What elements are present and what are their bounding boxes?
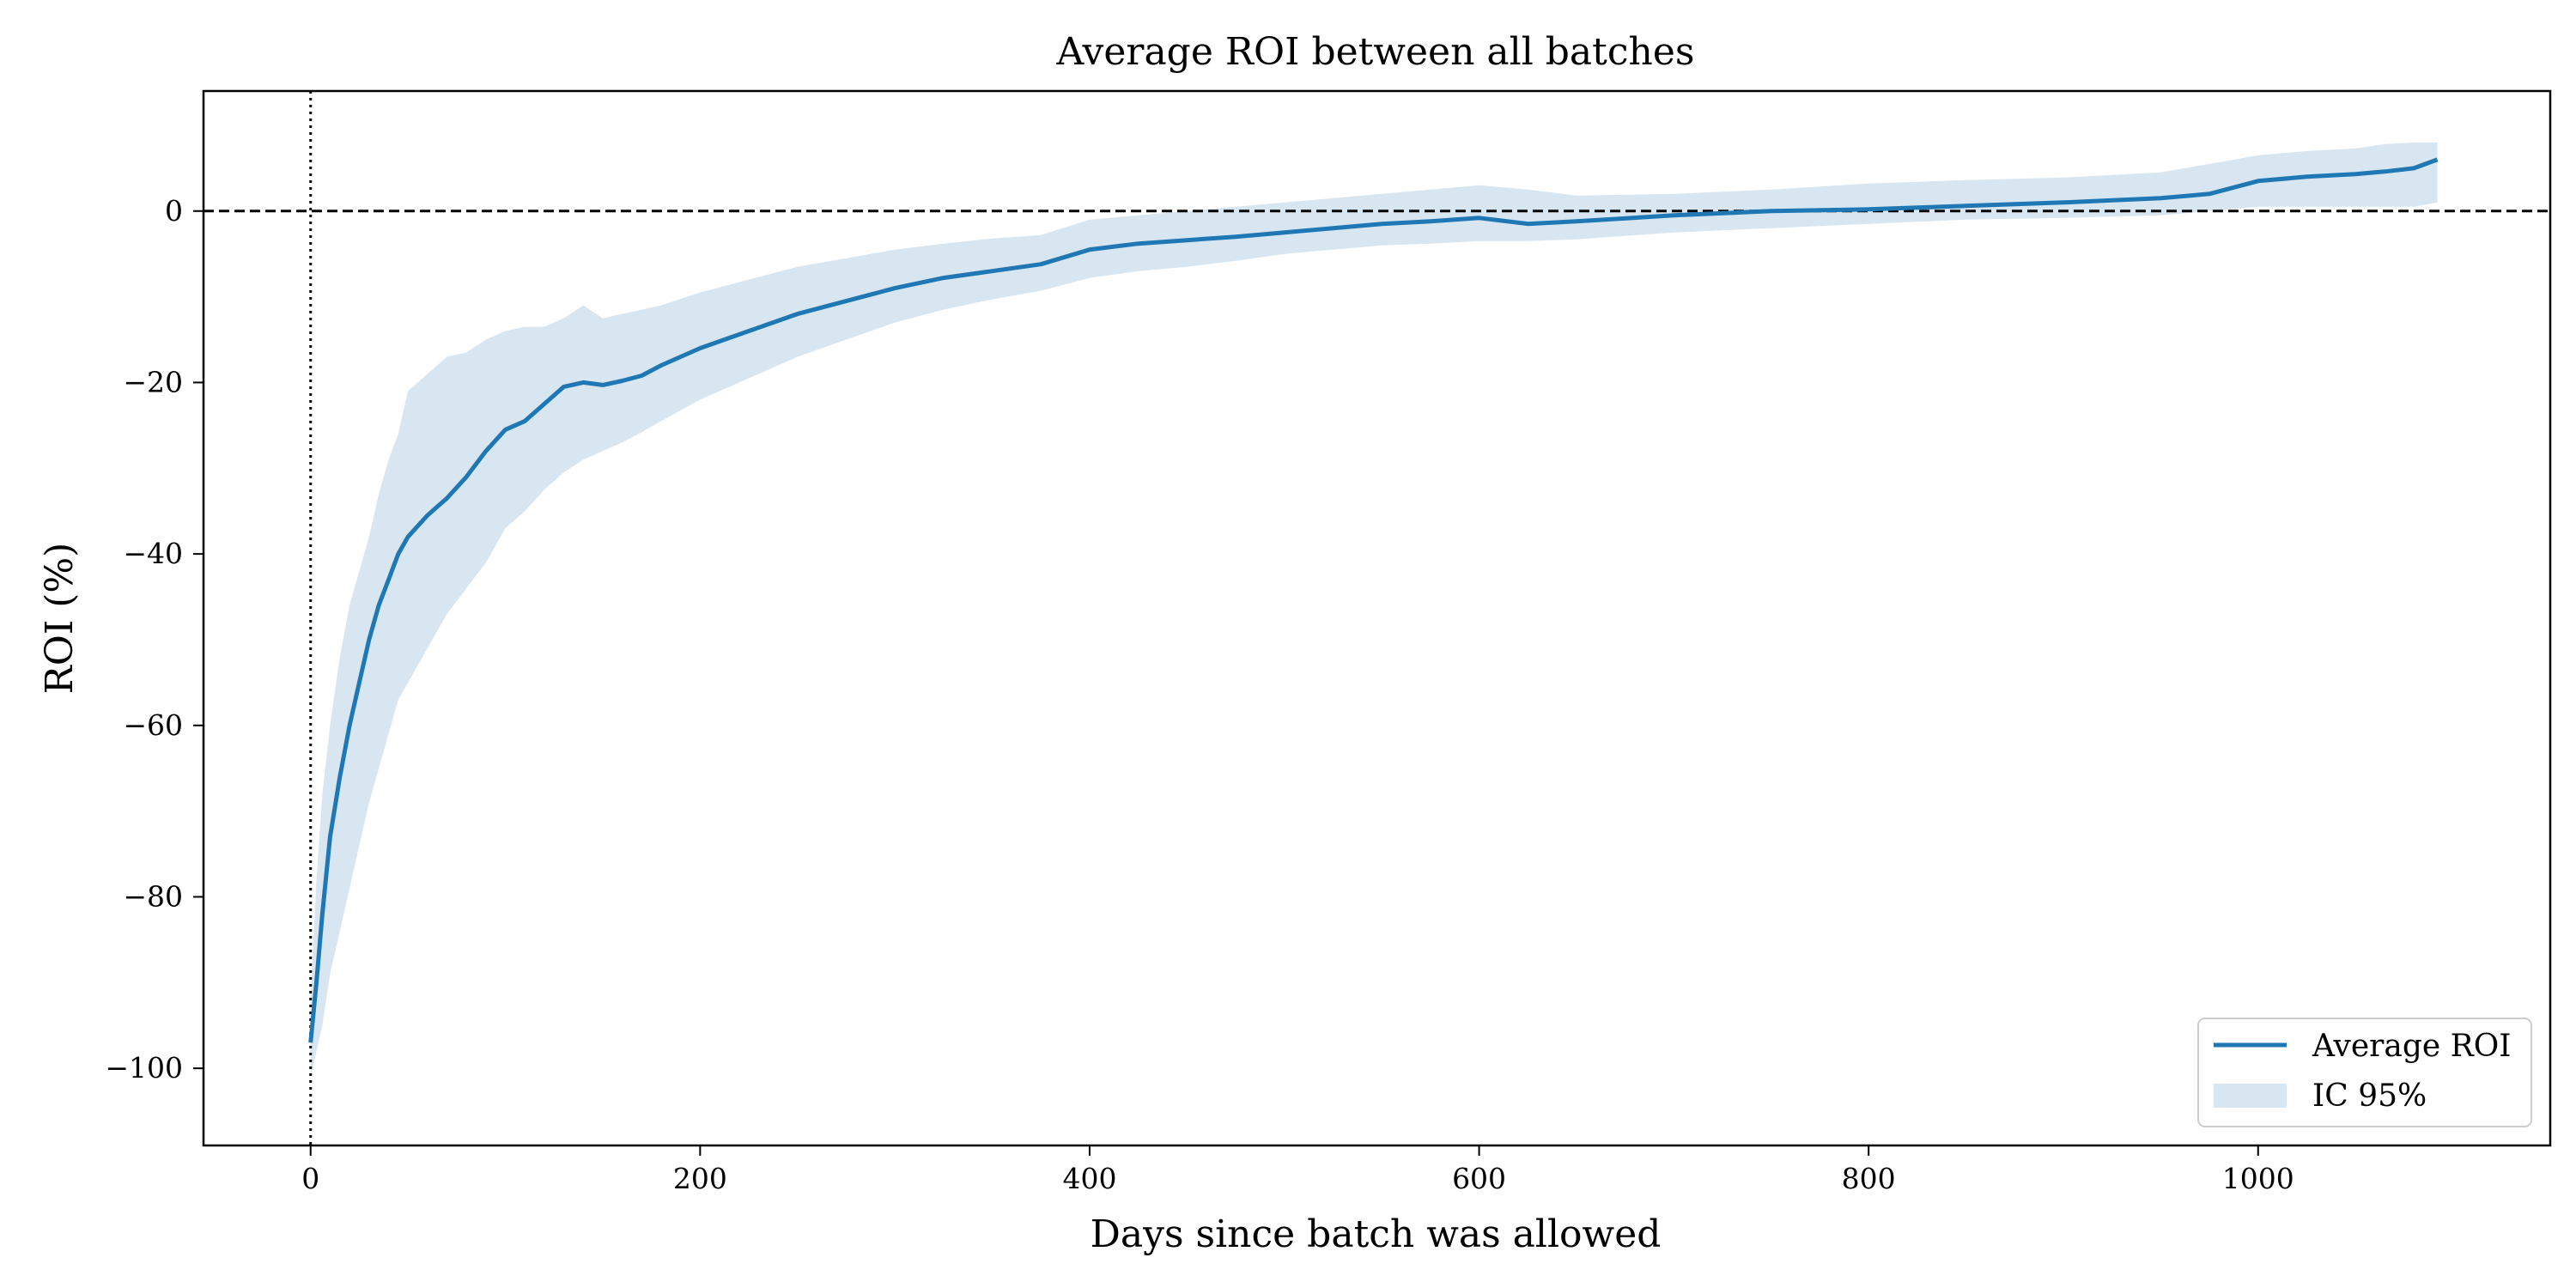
legend-label-ic95: IC 95% [2312,1078,2427,1114]
x-tick-label: 0 [301,1162,319,1195]
legend-label-average-roi: Average ROI [2312,1029,2512,1064]
y-tick-label: 0 [165,194,183,228]
chart-title: Average ROI between all batches [1056,30,1695,74]
y-tick-label: −100 [105,1051,183,1084]
y-tick-label: −20 [123,365,183,398]
plot-area [202,89,2552,1147]
x-tick-label: 600 [1452,1162,1506,1195]
plot-frame [202,89,2552,1147]
x-tick-label: 400 [1062,1162,1116,1195]
y-axis-ticks: 0 −20 −40 −60 −80 −100 [105,194,204,1084]
average-roi-line [308,157,2439,1043]
x-axis-ticks: 0 200 400 600 800 1000 [301,1145,2294,1195]
y-tick-label: −80 [123,879,183,913]
y-tick-label: −60 [123,708,183,742]
legend-band-swatch [2214,1084,2287,1108]
y-tick-label: −40 [123,537,183,570]
x-tick-label: 200 [673,1162,727,1195]
x-axis-label: Days since batch was allowed [1091,1212,1662,1256]
data-layer [204,91,2550,1145]
x-tick-label: 800 [1842,1162,1896,1195]
x-tick-label: 1000 [2222,1162,2294,1195]
legend: Average ROI IC 95% [2197,1018,2532,1127]
y-axis-label: ROI (%) [38,543,82,695]
